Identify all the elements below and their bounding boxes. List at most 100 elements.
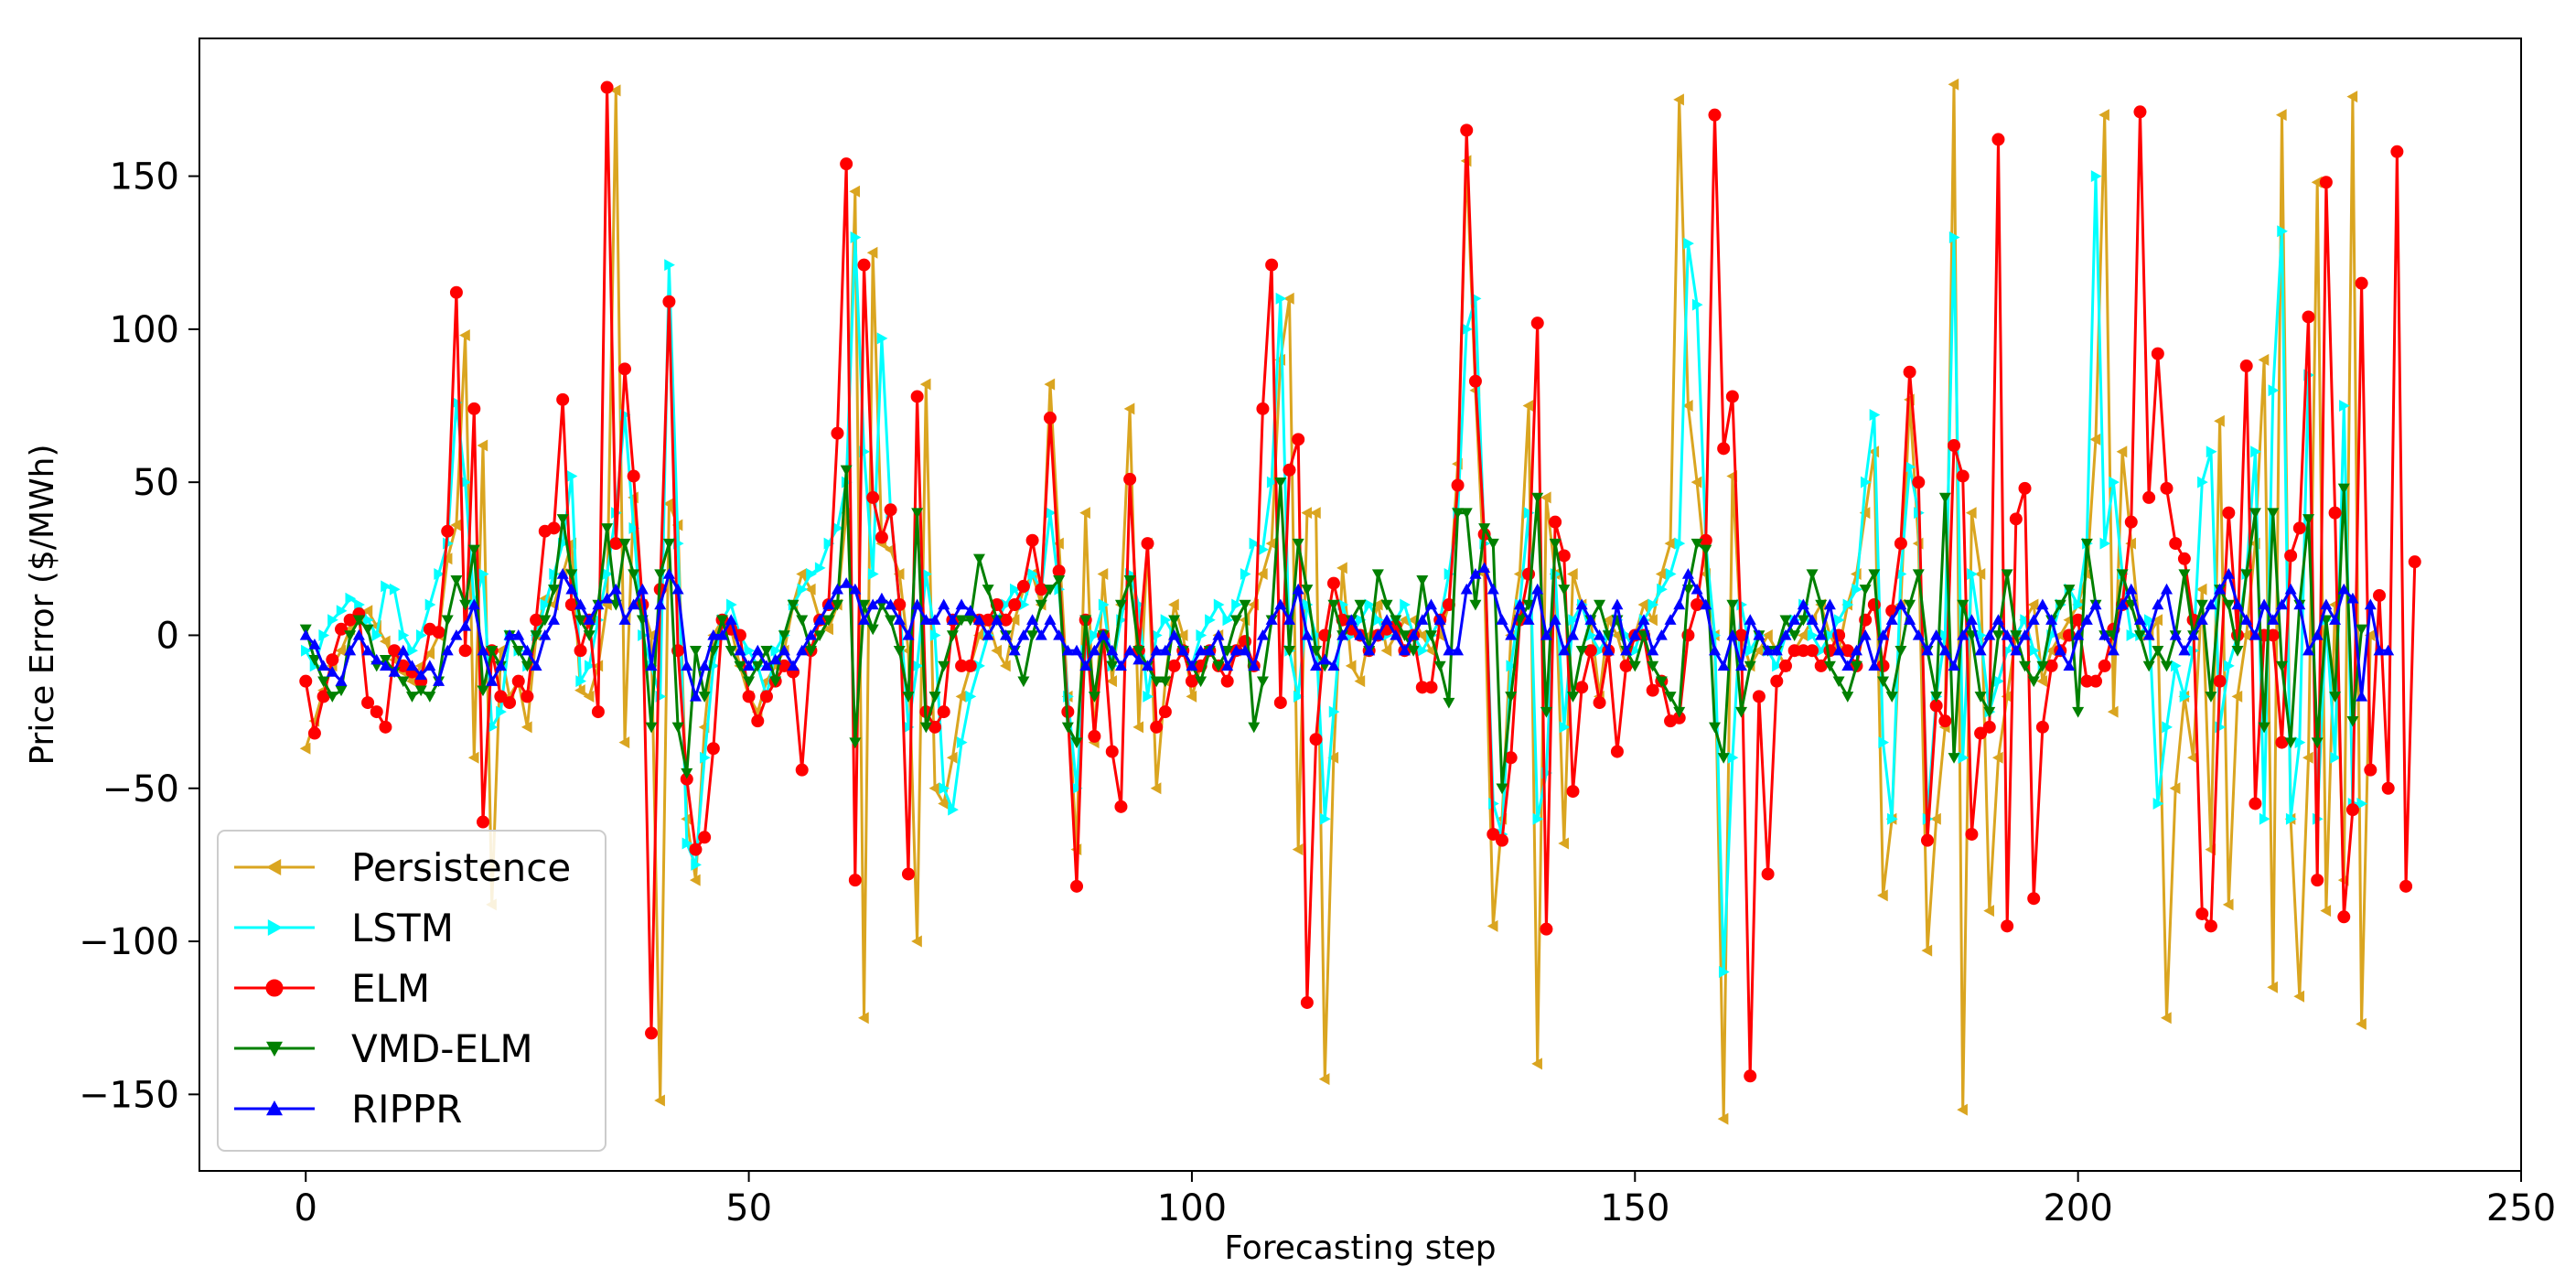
data-point-rippr xyxy=(2337,583,2350,595)
data-point-rippr xyxy=(2329,614,2342,625)
data-point-lstm xyxy=(2250,445,2261,458)
data-point-vmd-elm xyxy=(840,465,853,477)
data-point-rippr xyxy=(1265,614,1278,625)
data-point-rippr xyxy=(2098,628,2111,640)
data-point-lstm xyxy=(362,614,374,627)
data-point-vmd-elm xyxy=(2142,660,2155,672)
data-point-persistence xyxy=(2267,981,2278,993)
data-point-vmd-elm xyxy=(1690,538,1703,550)
data-point-elm xyxy=(2204,919,2217,933)
data-point-persistence xyxy=(1150,782,1162,795)
data-point-persistence xyxy=(946,751,958,764)
data-point-elm xyxy=(1043,411,1057,424)
data-point-rippr xyxy=(477,644,489,656)
data-point-rippr xyxy=(1744,614,1756,625)
data-point-rippr xyxy=(441,644,454,656)
x-tick-label: 250 xyxy=(2486,1187,2556,1229)
data-point-vmd-elm xyxy=(787,599,800,611)
data-point-elm xyxy=(2319,176,2333,189)
x-tick-label: 0 xyxy=(295,1187,317,1229)
data-point-rippr xyxy=(2080,614,2093,625)
data-point-rippr xyxy=(1957,628,1970,640)
data-point-persistence xyxy=(299,742,311,755)
legend-marker-lstm xyxy=(267,919,283,936)
data-point-rippr xyxy=(397,644,410,656)
data-point-elm xyxy=(2328,506,2342,520)
data-point-persistence xyxy=(1957,1103,1968,1116)
data-point-lstm xyxy=(460,476,472,488)
data-point-rippr xyxy=(2152,598,2164,610)
data-point-rippr xyxy=(1806,614,1819,625)
data-point-rippr xyxy=(636,583,649,595)
data-point-lstm xyxy=(699,751,711,764)
data-point-rippr xyxy=(1132,653,1145,665)
data-point-lstm xyxy=(424,598,436,611)
data-point-elm xyxy=(2302,310,2315,324)
data-point-rippr xyxy=(2010,644,2023,656)
data-point-lstm xyxy=(948,803,959,816)
data-point-elm xyxy=(1646,683,1659,697)
data-point-elm xyxy=(476,815,489,829)
data-point-lstm xyxy=(2268,384,2280,397)
data-point-rippr xyxy=(1398,644,1411,656)
data-point-vmd-elm xyxy=(2231,645,2244,657)
data-point-vmd-elm xyxy=(1416,575,1429,586)
data-point-lstm xyxy=(2152,797,2164,810)
data-point-elm xyxy=(1770,674,1784,688)
data-point-vmd-elm xyxy=(2195,599,2208,611)
data-point-rippr xyxy=(1150,644,1163,656)
data-point-rippr xyxy=(1416,614,1429,625)
data-point-elm xyxy=(1610,745,1624,758)
data-point-rippr xyxy=(2275,598,2288,610)
data-point-vmd-elm xyxy=(361,624,374,636)
data-point-lstm xyxy=(1417,644,1429,657)
data-point-elm xyxy=(2381,781,2395,795)
data-point-lstm xyxy=(1568,614,1579,627)
data-point-lstm xyxy=(1523,507,1535,520)
data-point-vmd-elm xyxy=(804,645,817,657)
data-point-elm xyxy=(2177,552,2191,565)
data-point-lstm xyxy=(628,521,640,534)
legend: Persistence LSTM ELM VMD-ELM RIPPR xyxy=(217,830,606,1152)
data-point-elm xyxy=(432,626,445,639)
data-point-rippr xyxy=(787,660,800,671)
data-point-lstm xyxy=(1825,628,1836,641)
data-point-elm xyxy=(1220,674,1234,688)
data-point-elm xyxy=(2345,803,2359,817)
data-point-persistence xyxy=(1948,78,1959,91)
data-point-vmd-elm xyxy=(2152,645,2164,657)
data-point-lstm xyxy=(1594,644,1606,657)
data-point-elm xyxy=(1920,833,1934,847)
data-point-vmd-elm xyxy=(1868,569,1881,581)
data-point-elm xyxy=(1566,785,1580,799)
data-point-vmd-elm xyxy=(1443,697,1455,709)
data-point-elm xyxy=(2355,276,2368,290)
data-point-rippr xyxy=(2045,614,2058,625)
data-point-elm xyxy=(901,867,915,881)
data-point-vmd-elm xyxy=(743,676,756,688)
data-point-vmd-elm xyxy=(486,645,499,657)
data-point-rippr xyxy=(1487,583,1499,595)
data-point-rippr xyxy=(405,660,418,671)
data-point-rippr xyxy=(2205,598,2217,610)
data-point-persistence xyxy=(1132,721,1144,734)
data-point-persistence xyxy=(1318,1073,1330,1086)
data-point-persistence xyxy=(1753,644,1765,657)
data-point-lstm xyxy=(318,628,330,641)
data-point-vmd-elm xyxy=(1974,692,1987,703)
data-point-rippr xyxy=(1097,628,1110,640)
data-point-lstm xyxy=(868,568,879,581)
data-point-rippr xyxy=(424,660,436,671)
data-point-lstm xyxy=(912,660,924,672)
data-point-rippr xyxy=(1168,628,1181,640)
data-point-lstm xyxy=(1842,598,1854,611)
data-point-elm xyxy=(2009,512,2023,526)
data-point-elm xyxy=(831,426,844,440)
data-point-vmd-elm xyxy=(662,538,675,550)
data-point-rippr xyxy=(1327,660,1340,671)
data-point-rippr xyxy=(2222,568,2235,579)
data-point-persistence xyxy=(2089,433,2101,445)
data-point-persistence xyxy=(1424,644,1436,657)
data-point-persistence xyxy=(1647,614,1658,627)
data-point-rippr xyxy=(2125,583,2138,595)
